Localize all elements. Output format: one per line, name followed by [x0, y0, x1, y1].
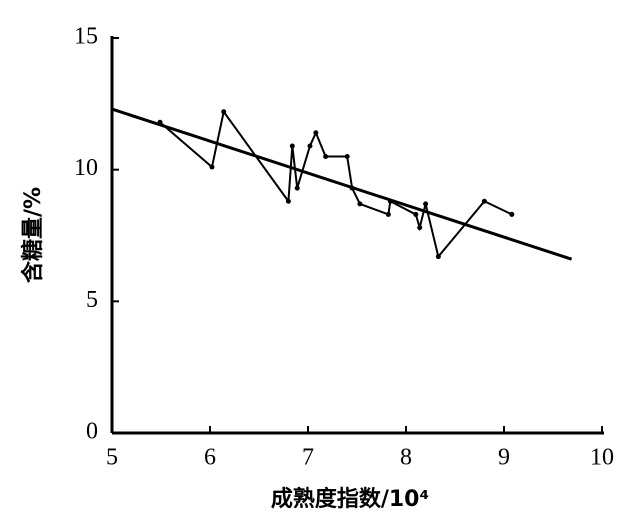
- data-point: [307, 143, 313, 149]
- data-point: [323, 154, 329, 159]
- x-axis-label: 成熟度指数/10⁴: [271, 486, 429, 512]
- y-tick-label: 15: [74, 24, 98, 50]
- data-point: [413, 211, 419, 217]
- y-tick-label: 0: [86, 419, 98, 445]
- data-point: [435, 254, 441, 260]
- data-point: [509, 211, 515, 217]
- data-point: [294, 185, 300, 191]
- data-point: [209, 164, 215, 170]
- y-tick-label: 5: [86, 287, 98, 313]
- data-point: [313, 130, 319, 136]
- data-point: [385, 211, 391, 217]
- y-axis-label: 含糖量/%: [20, 187, 46, 283]
- data-point: [344, 154, 350, 159]
- x-tick-label: 8: [400, 445, 412, 471]
- series-line: [111, 107, 573, 261]
- data-point: [285, 198, 291, 204]
- data-point: [481, 198, 487, 204]
- data-point: [357, 201, 363, 207]
- y-tick-label: 10: [74, 155, 98, 181]
- x-tick-label: 7: [302, 445, 314, 471]
- x-tick-label: 6: [204, 445, 216, 471]
- x-tick-label: 9: [498, 445, 510, 471]
- data-point: [289, 143, 295, 149]
- x-tick-label: 10: [590, 445, 614, 471]
- x-tick-label: 5: [106, 445, 118, 471]
- data-point: [423, 201, 429, 207]
- data-point: [417, 225, 423, 231]
- data-point: [221, 109, 227, 115]
- series-line: [159, 109, 513, 259]
